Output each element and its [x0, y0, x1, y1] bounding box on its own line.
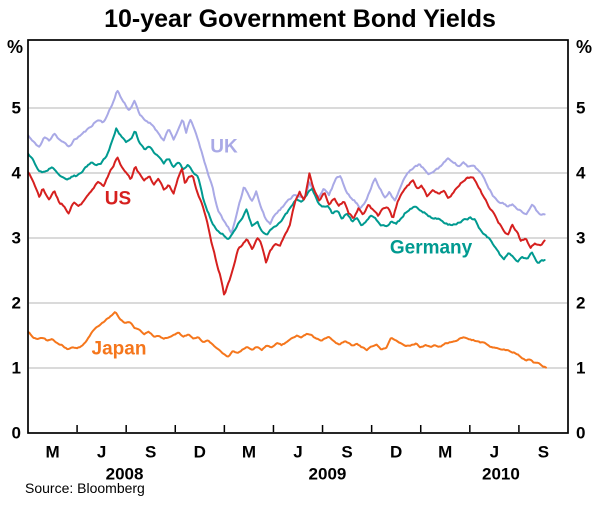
- month-label-4: M: [242, 443, 256, 462]
- month-label-10: S: [538, 443, 549, 462]
- y-label-left-1: 1: [12, 359, 21, 378]
- series-label-japan: Japan: [92, 339, 147, 360]
- month-label-8: M: [438, 443, 452, 462]
- month-label-5: J: [293, 443, 302, 462]
- y-label-right-2: 2: [576, 294, 585, 313]
- plot-frame: [27, 39, 569, 434]
- y-label-right-4: 4: [576, 164, 586, 183]
- series-line-uk: [28, 89, 546, 234]
- series-line-us: [28, 156, 546, 296]
- unit-label-left: %: [7, 37, 23, 57]
- chart-title: 10-year Government Bond Yields: [104, 5, 496, 33]
- year-label-2010: 2010: [482, 465, 520, 484]
- y-label-right-3: 3: [576, 229, 585, 248]
- month-label-3: D: [194, 443, 206, 462]
- y-label-right-5: 5: [576, 99, 585, 118]
- year-label-2009: 2009: [309, 465, 347, 484]
- month-label-2: S: [145, 443, 156, 462]
- month-label-6: S: [341, 443, 352, 462]
- unit-label-right: %: [576, 37, 592, 57]
- y-label-left-5: 5: [12, 99, 21, 118]
- y-label-left-0: 0: [12, 424, 21, 443]
- month-label-9: J: [490, 443, 499, 462]
- series-label-uk: UK: [210, 137, 238, 158]
- month-label-1: J: [97, 443, 106, 462]
- series-label-us: US: [105, 189, 131, 210]
- series-line-germany: [28, 127, 546, 264]
- y-label-right-1: 1: [576, 359, 585, 378]
- month-label-0: M: [45, 443, 59, 462]
- series-label-germany: Germany: [390, 237, 473, 258]
- year-label-2008: 2008: [106, 465, 144, 484]
- series-group: [28, 89, 547, 369]
- y-label-left-4: 4: [12, 164, 22, 183]
- y-label-left-2: 2: [12, 294, 21, 313]
- source-note: Source: Bloomberg: [25, 480, 145, 496]
- month-label-7: D: [390, 443, 402, 462]
- series-line-japan: [28, 311, 547, 369]
- y-label-left-3: 3: [12, 229, 21, 248]
- y-label-right-0: 0: [576, 424, 585, 443]
